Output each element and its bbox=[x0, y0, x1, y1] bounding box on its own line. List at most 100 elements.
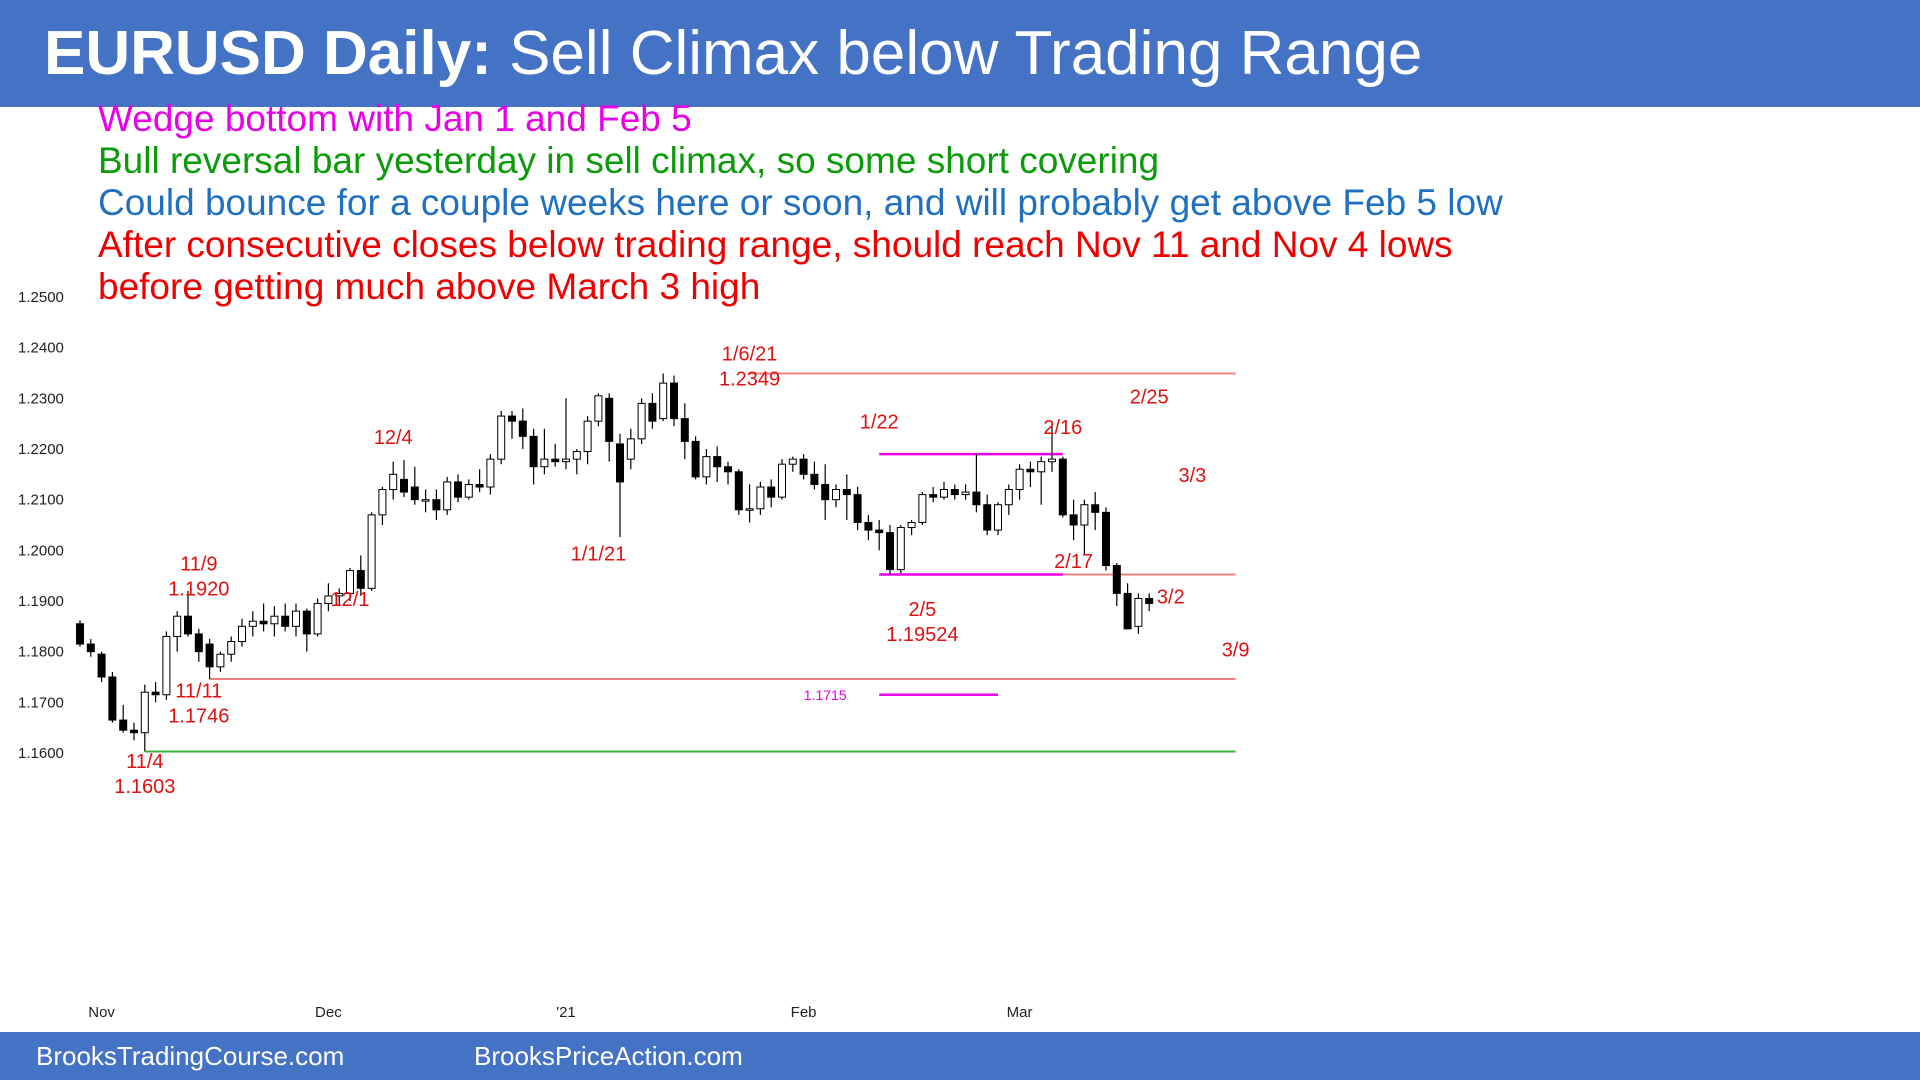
title-symbol: EURUSD Daily: bbox=[44, 19, 492, 88]
chart-annotation: 1.1746 bbox=[168, 705, 229, 727]
note-line-2: Bull reversal bar yesterday in sell clim… bbox=[98, 140, 1160, 181]
candle-body bbox=[940, 489, 948, 498]
chart-annotation: 2/17 bbox=[1054, 551, 1093, 573]
y-tick-label: 1.2300 bbox=[18, 390, 64, 407]
candle-body bbox=[637, 402, 646, 440]
candle-body bbox=[616, 443, 624, 483]
candle-body bbox=[238, 625, 246, 643]
candle-body bbox=[86, 643, 95, 653]
candle-body bbox=[389, 473, 398, 491]
candle-body bbox=[400, 478, 408, 493]
candle-body bbox=[1004, 489, 1013, 506]
candle-body bbox=[475, 483, 484, 488]
candle-body bbox=[518, 420, 527, 437]
candle-body bbox=[594, 395, 603, 422]
candle-body bbox=[983, 504, 992, 531]
candle-body bbox=[670, 382, 678, 420]
chart-annotation: 12/1 bbox=[331, 589, 370, 611]
y-tick-label: 1.1700 bbox=[18, 694, 64, 711]
candle-body bbox=[259, 620, 268, 625]
candle-body bbox=[778, 463, 786, 498]
candle-body bbox=[1037, 461, 1046, 473]
candle-body bbox=[130, 729, 138, 734]
note-line-5: before getting much above March 3 high bbox=[98, 266, 761, 307]
candle-body bbox=[508, 415, 516, 422]
chart-annotation: 1.1603 bbox=[114, 776, 175, 798]
candle-body bbox=[788, 458, 797, 465]
chart-annotation: 3/9 bbox=[1222, 640, 1250, 662]
candle-body bbox=[907, 521, 916, 529]
x-tick-label: Nov bbox=[88, 1004, 115, 1021]
candle-body bbox=[356, 570, 365, 589]
candle-body bbox=[443, 481, 452, 511]
y-tick-label: 1.2100 bbox=[18, 492, 64, 509]
candle-body bbox=[378, 489, 387, 516]
chart-annotation: 1/22 bbox=[860, 412, 899, 434]
candle-body bbox=[1048, 458, 1056, 463]
candle-body bbox=[335, 592, 344, 597]
title-description: Sell Climax below Trading Range bbox=[491, 19, 1423, 88]
candle-body bbox=[432, 499, 441, 511]
candle-body bbox=[1080, 504, 1089, 526]
y-tick-label: 1.1600 bbox=[18, 745, 64, 762]
chart-annotation: 1.1920 bbox=[168, 579, 229, 601]
chart-annotation: 2/5 bbox=[908, 599, 936, 621]
candle-body bbox=[194, 633, 203, 653]
candle-body bbox=[756, 486, 765, 510]
candle-body bbox=[551, 458, 560, 463]
page-title: EURUSD Daily: Sell Climax below Trading … bbox=[44, 18, 1422, 90]
candle-body bbox=[950, 489, 959, 496]
y-tick-label: 1.2400 bbox=[18, 340, 64, 357]
candle-body bbox=[302, 610, 311, 635]
candle-body bbox=[810, 473, 819, 485]
candle-body bbox=[486, 458, 495, 488]
footer-link-trading-course[interactable]: BrooksTradingCourse.com bbox=[36, 1041, 345, 1071]
y-tick-label: 1.2200 bbox=[18, 441, 64, 458]
candlestick-chart: 1.2500 1.2400 1.2300 1.2200 1.2100 1.2000 1.19… bbox=[18, 289, 1250, 1021]
candle-body bbox=[281, 615, 290, 627]
footer-bar: BrooksTradingCourse.com BrooksPriceActio… bbox=[0, 1032, 1920, 1080]
x-tick-label: Mar bbox=[1007, 1004, 1033, 1021]
footer-link-price-action[interactable]: BrooksPriceAction.com bbox=[474, 1041, 743, 1071]
note-line-3: Could bounce for a couple weeks here or … bbox=[98, 182, 1503, 223]
candle-body bbox=[842, 489, 851, 496]
x-tick-label: Dec bbox=[315, 1004, 342, 1021]
candle-body bbox=[734, 471, 743, 511]
candle-body bbox=[1058, 458, 1067, 516]
candle-body bbox=[626, 438, 635, 460]
candle-body bbox=[886, 532, 894, 571]
chart-annotation: 11/4 bbox=[126, 751, 163, 773]
candle-body bbox=[497, 415, 506, 460]
candle-body bbox=[162, 635, 171, 696]
y-tick-label: 1.2000 bbox=[18, 542, 64, 559]
candle-body bbox=[313, 603, 322, 635]
chart-annotation: 1/1/21 bbox=[571, 543, 627, 565]
candle-body bbox=[1112, 565, 1121, 594]
chart-annotation: 1.1715 bbox=[804, 687, 847, 703]
candle-body bbox=[896, 527, 905, 571]
candle-body bbox=[1134, 597, 1143, 627]
candle-body bbox=[691, 440, 700, 478]
chart-annotation: 1.19524 bbox=[886, 624, 958, 646]
candle-body bbox=[994, 504, 1002, 531]
candle-body bbox=[605, 397, 614, 442]
chart-annotation: 12/4 bbox=[374, 427, 413, 449]
chart-annotation: 2/16 bbox=[1043, 417, 1082, 439]
note-line-4: After consecutive closes below trading r… bbox=[98, 224, 1453, 265]
candle-body bbox=[972, 491, 981, 506]
candle-body bbox=[961, 491, 970, 496]
candle-body bbox=[205, 643, 214, 668]
candle-body bbox=[1069, 514, 1078, 526]
candle-body bbox=[1102, 511, 1110, 567]
chart-annotation: 3/2 bbox=[1157, 587, 1185, 609]
candle-body bbox=[540, 458, 549, 468]
candle-body bbox=[821, 483, 830, 501]
candle-body bbox=[832, 489, 840, 501]
candle-body bbox=[151, 691, 160, 696]
candle-body bbox=[216, 653, 225, 668]
candle-body bbox=[324, 595, 333, 605]
chart-annotation: 1.2349 bbox=[719, 368, 780, 390]
candle-body bbox=[562, 458, 570, 463]
y-tick-label: 1.1800 bbox=[18, 644, 64, 661]
candle-body bbox=[140, 691, 149, 734]
